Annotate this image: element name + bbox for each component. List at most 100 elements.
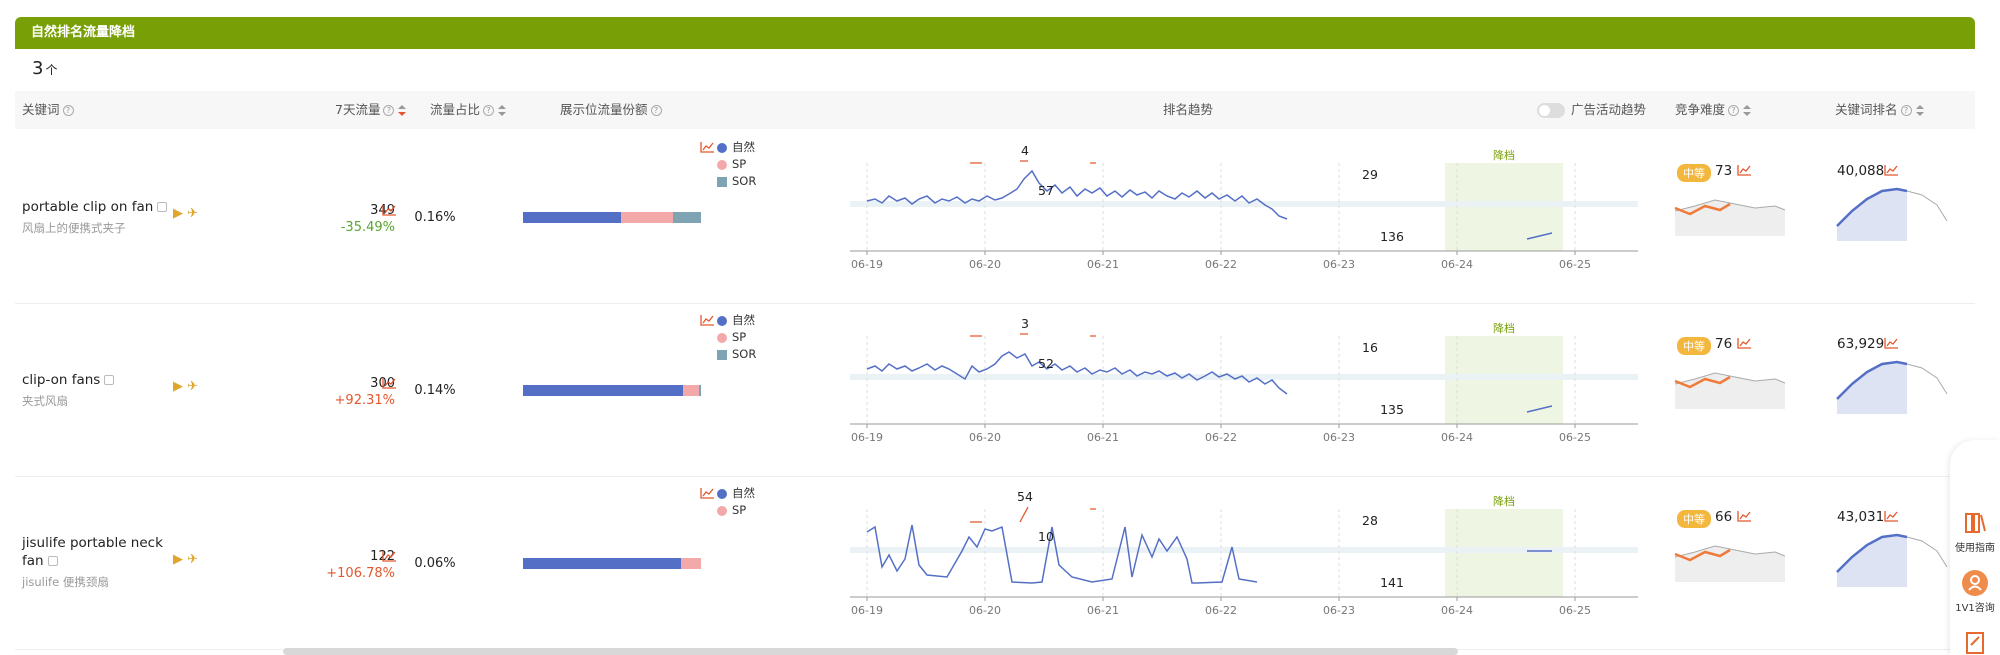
legend-organic[interactable]: 自然 (717, 312, 756, 329)
trend-chart-icon[interactable] (382, 551, 396, 562)
placement-share-bar (523, 212, 701, 223)
legend-label: 自然 (732, 486, 755, 500)
difficulty-value: 66 (1715, 509, 1733, 525)
rank-point-label: 10 (1038, 529, 1054, 544)
section-title-bar: 自然排名流量降档 (15, 17, 1975, 49)
help-icon[interactable]: ? (1728, 105, 1740, 116)
rank-point-label: 135 (1380, 402, 1404, 417)
video-icon: ▶ (173, 552, 183, 567)
horizontal-scrollbar[interactable] (283, 648, 1458, 655)
header-traffic7d[interactable]: 7天流量? (335, 91, 407, 129)
bar-organic (523, 212, 621, 223)
copy-icon[interactable] (157, 202, 168, 212)
keyword-text[interactable]: jisulife portable neck fan (22, 535, 163, 569)
difficulty-sparkline[interactable] (1674, 359, 1786, 409)
help-icon[interactable]: ? (650, 105, 662, 116)
sparkline-line (1906, 363, 1948, 395)
sort-icon[interactable] (398, 105, 407, 116)
sor-band (850, 201, 1638, 207)
sp-rank-marks (970, 160, 1096, 164)
guide-button[interactable]: 使用指南 (1950, 510, 2000, 554)
header-traffic-share[interactable]: 流量占比? (430, 91, 507, 129)
trend-chart-icon[interactable] (382, 378, 396, 389)
x-tick-label: 06-19 (851, 604, 883, 617)
sp-rank-marks (970, 333, 1096, 337)
trend-chart-icon[interactable] (1884, 165, 1898, 176)
copy-icon[interactable] (47, 556, 58, 566)
table-header: 关键词? 7天流量? 流量占比? 展示位流量份额? 排名趋势 广告活动趋势 竞争… (15, 91, 1975, 129)
sparkline-highlight (1836, 533, 1908, 573)
rank-sparkline[interactable] (1836, 354, 1948, 414)
keyword-text[interactable]: portable clip on fan (22, 198, 172, 216)
help-icon[interactable]: ? (62, 105, 74, 116)
help-icon[interactable]: ? (383, 105, 395, 116)
rank-point-label: 28 (1362, 513, 1378, 528)
legend-sor[interactable]: SOR (717, 346, 756, 363)
toggle-switch[interactable] (1537, 103, 1565, 118)
rank-point-label: 16 (1362, 340, 1378, 355)
sort-icon[interactable] (1743, 105, 1752, 116)
sparkline-highlight (1674, 375, 1731, 389)
legend-organic[interactable]: 自然 (717, 139, 756, 156)
help-icon[interactable]: ? (483, 105, 495, 116)
x-tick-label: 06-19 (851, 258, 883, 271)
header-difficulty[interactable]: 竞争难度? (1675, 91, 1752, 129)
rank-point-label: 54 (1017, 489, 1033, 504)
trend-chart-icon[interactable] (1737, 511, 1751, 522)
organic-rank-line (866, 351, 1288, 395)
legend-sp[interactable]: SP (717, 156, 756, 173)
trend-chart-icon[interactable] (700, 142, 714, 153)
sparkline-area (1675, 200, 1785, 236)
legend-label: 自然 (732, 140, 755, 154)
legend-label: SOR (732, 347, 757, 361)
bar-sp (683, 385, 700, 396)
trend-chart-icon[interactable] (700, 315, 714, 326)
keyword-text[interactable]: clip-on fans (22, 371, 172, 389)
keyword-tag-icons[interactable]: ▶ ✈ (173, 206, 198, 221)
keyword-tag-icons[interactable]: ▶ ✈ (173, 379, 198, 394)
rank-trend-chart[interactable]: 降档 06-19 06-20 06-21 06-22 06-23 06-24 06-25 3 52… (850, 314, 1655, 454)
trend-chart-icon[interactable] (1884, 511, 1898, 522)
rank-trend-chart[interactable]: 降档 06-19 06-20 06-21 06-22 06-23 06-24 06-25 4 57… (850, 141, 1655, 281)
sparkline-line (1674, 545, 1786, 558)
rank-point-label: 4 (1021, 143, 1029, 158)
consult-button[interactable]: 1V1咨询 (1950, 570, 2000, 614)
x-tick-label: 06-23 (1323, 431, 1355, 444)
legend-sor[interactable]: SOR (717, 173, 756, 190)
rank-trend-chart[interactable]: 降档 06-19 06-20 06-21 06-22 06-23 06-24 06-25 54 1… (850, 487, 1655, 627)
bar-organic (523, 385, 684, 396)
difficulty-sparkline[interactable] (1674, 532, 1786, 582)
sort-icon[interactable] (498, 105, 507, 116)
trend-chart-icon[interactable] (382, 205, 396, 216)
legend-organic[interactable]: 自然 (717, 485, 755, 502)
x-tick-label: 06-20 (969, 258, 1001, 271)
chart-legend: 自然 SP SOR (700, 312, 756, 363)
legend-marker (717, 505, 727, 516)
placement-share-bar (523, 558, 701, 569)
legend-label: SP (732, 157, 747, 171)
trend-chart-icon[interactable] (700, 488, 714, 499)
document-button[interactable] (1950, 630, 2000, 655)
trend-chart-icon[interactable] (1737, 165, 1751, 176)
keyword-translation: jisulife 便携颈扇 (22, 575, 109, 589)
trend-chart-icon[interactable] (1737, 338, 1751, 349)
trend-chart-icon[interactable] (1884, 338, 1898, 349)
ad-activity-toggle[interactable]: 广告活动趋势 (1537, 91, 1646, 129)
sparkline-line (1906, 190, 1948, 222)
rank-point-label: 29 (1362, 167, 1378, 182)
difficulty-sparkline[interactable] (1674, 186, 1786, 236)
traffic-change: +106.78% (326, 566, 395, 581)
legend-sp[interactable]: SP (717, 329, 756, 346)
copy-icon[interactable] (104, 375, 115, 385)
traffic-share: 0.16% (414, 210, 456, 225)
x-tick-label: 06-20 (969, 604, 1001, 617)
rank-sparkline[interactable] (1836, 527, 1948, 587)
keyword-tag-icons[interactable]: ▶ ✈ (173, 552, 198, 567)
rank-sparkline[interactable] (1836, 181, 1948, 241)
legend-sp[interactable]: SP (717, 502, 755, 519)
help-icon[interactable]: ? (1900, 105, 1912, 116)
organic-rank-line-tail (1526, 232, 1553, 240)
header-placement-share: 展示位流量份额? (560, 91, 662, 129)
sort-icon[interactable] (1915, 105, 1924, 116)
header-kw-rank[interactable]: 关键词排名? (1835, 91, 1924, 129)
